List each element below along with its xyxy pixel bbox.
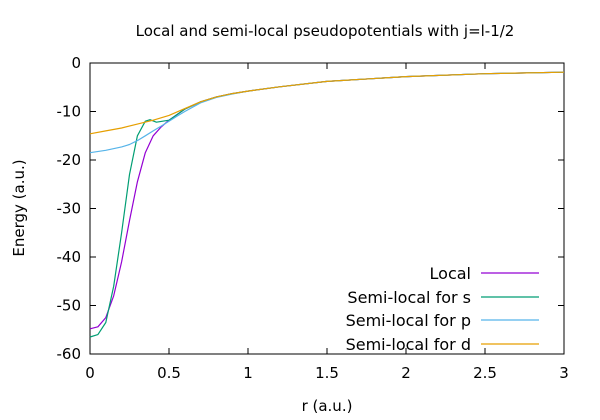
y-axis-label: Energy (a.u.): [10, 159, 28, 256]
y-tick-label: -40: [57, 248, 82, 266]
y-tick-label: -60: [57, 345, 82, 363]
legend-label: Local: [430, 264, 471, 283]
legend-label: Semi-local for d: [346, 335, 471, 354]
x-tick-label: 1.5: [315, 364, 339, 382]
series-line-1: [89, 71, 565, 330]
plot-frame: [89, 62, 565, 355]
x-tick-label: 1: [243, 364, 253, 382]
y-tick-label: -20: [57, 151, 82, 169]
legend-label: Semi-local for s: [347, 288, 471, 307]
x-tick-label: 0: [85, 364, 95, 382]
y-tick-label: -30: [57, 200, 82, 218]
x-axis: 0 0.5 1 1.5 2 2.5 3: [85, 63, 569, 382]
legend-label: Semi-local for p: [346, 311, 471, 330]
y-tick-label: -10: [57, 103, 82, 121]
x-axis-label: r (a.u.): [302, 397, 353, 415]
series-layer: [89, 71, 565, 338]
x-tick-label: 0.5: [157, 364, 181, 382]
chart-title: Local and semi-local pseudopotentials wi…: [136, 22, 515, 40]
x-tick-label: 3: [559, 364, 569, 382]
x-tick-label: 2.5: [473, 364, 497, 382]
y-tick-label: -50: [57, 297, 82, 315]
y-tick-label: 0: [71, 54, 81, 72]
legend: Local Semi-local for s Semi-local for p Sem…: [346, 264, 539, 354]
y-axis: 0 -10 -20 -30 -40 -50 -60: [57, 54, 564, 363]
x-tick-label: 2: [401, 364, 411, 382]
series-line-3: [89, 71, 565, 154]
series-line-4: [89, 71, 565, 135]
